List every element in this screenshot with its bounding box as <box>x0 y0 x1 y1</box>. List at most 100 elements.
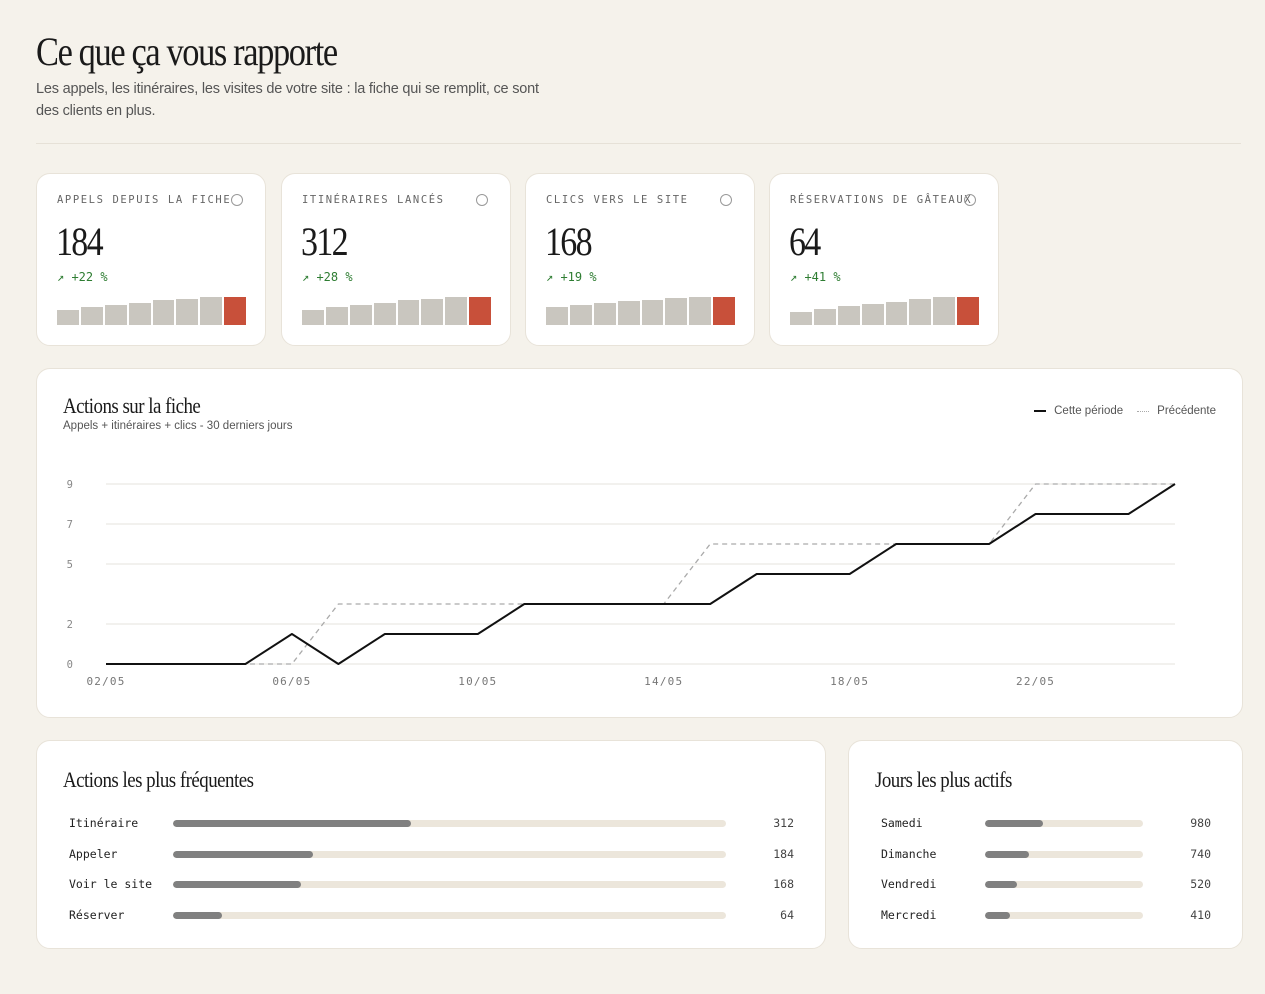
kpi-spark-bar <box>790 311 812 325</box>
row-value: 184 <box>773 846 794 861</box>
kpi-spark-bar <box>933 297 956 325</box>
row-track <box>173 911 726 919</box>
line-chart: 0 2 5 7 9 02/05 06/05 10/05 14/05 18/05 22/05 <box>67 479 1176 688</box>
chart-subtitle: Appels + itinéraires + clics - 30 dernie… <box>63 420 293 432</box>
row-label: Mercredi <box>881 907 937 922</box>
row-value: 64 <box>780 907 794 922</box>
chart-title: Actions sur la fiche <box>63 393 201 418</box>
kpi-delta: ↗ +28 % <box>302 270 353 284</box>
frequent-actions-card: Actions les plus fréquentes Itinéraire 31… <box>36 740 826 949</box>
row-label: Voir le site <box>69 877 153 891</box>
kpi-spark-bar <box>57 310 79 325</box>
row-label: Réserver <box>69 907 125 922</box>
kpi-spark-bar <box>445 297 468 325</box>
row-value: 168 <box>773 877 794 891</box>
kpi-delta: ↗ +19 % <box>546 270 597 284</box>
legend-previous: Précédente <box>1157 405 1216 417</box>
kpi-spark-bar <box>176 298 199 325</box>
kpi-spark-bar <box>641 299 664 325</box>
header-divider <box>36 143 1241 144</box>
series-line-current <box>106 483 1176 665</box>
kpi-card-directions[interactable]: ITINÉRAIRES LANCÉS 312 ↗ +28 % <box>281 173 511 346</box>
kpi-spark-bar <box>397 300 420 325</box>
row-track <box>985 911 1143 919</box>
kpi-spark-bar <box>152 300 175 325</box>
kpi-label: CLICS VERS LE SITE <box>546 194 689 206</box>
row-track <box>985 850 1143 858</box>
kpi-spark-bar <box>837 306 860 325</box>
frequent-actions-title: Actions les plus fréquentes <box>63 767 254 792</box>
active-days-title: Jours les plus actifs <box>875 767 1012 792</box>
kpi-spark-bar <box>373 302 396 325</box>
kpi-spark-bar <box>469 296 491 325</box>
row-value: 740 <box>1190 846 1211 861</box>
y-tick-label: 9 <box>67 479 73 491</box>
chart-legend: Cette période Précédente <box>1034 405 1216 417</box>
row-fill <box>173 850 313 858</box>
kpi-spark-bar <box>569 304 592 325</box>
kpi-value: 64 <box>789 219 821 264</box>
info-icon[interactable] <box>231 194 243 206</box>
kpi-spark-bar <box>224 296 246 325</box>
info-icon[interactable] <box>964 194 976 206</box>
kpi-delta: ↗ +41 % <box>790 270 841 284</box>
row-track <box>173 820 726 827</box>
kpi-sparkbars <box>57 295 246 325</box>
row-track <box>985 820 1143 827</box>
kpi-value: 312 <box>301 219 349 264</box>
row-fill <box>985 850 1030 858</box>
x-tick-label: 14/05 <box>644 675 683 688</box>
kpi-spark-bar <box>665 298 688 325</box>
x-tick-label: 10/05 <box>458 675 497 688</box>
row-label: Itinéraire <box>69 816 139 830</box>
kpi-spark-bar <box>302 310 324 325</box>
x-tick-label: 02/05 <box>86 675 125 688</box>
row-fill <box>985 881 1017 888</box>
row-fill <box>173 820 411 827</box>
kpi-card-cake-bookings[interactable]: RÉSERVATIONS DE GÂTEAUX 64 ↗ +41 % <box>769 173 999 346</box>
kpi-card-calls[interactable]: APPELS DEPUIS LA FICHE 184 ↗ +22 % <box>36 173 266 346</box>
row-label: Dimanche <box>881 846 937 861</box>
page-title: Ce que ça vous rapporte <box>36 29 338 74</box>
legend-dashed-swatch <box>1137 410 1150 412</box>
info-icon[interactable] <box>720 194 732 206</box>
y-tick-label: 2 <box>67 619 73 631</box>
kpi-label: APPELS DEPUIS LA FICHE <box>57 194 232 206</box>
kpi-spark-bar <box>909 299 932 325</box>
kpi-card-site-clicks[interactable]: CLICS VERS LE SITE 168 ↗ +19 % <box>525 173 755 346</box>
kpi-spark-bar <box>421 298 444 325</box>
row-value: 520 <box>1190 877 1211 891</box>
y-tick-label: 5 <box>67 559 73 571</box>
row-value: 410 <box>1190 907 1211 922</box>
row-value: 980 <box>1190 816 1211 830</box>
row-track <box>173 850 726 858</box>
legend-current: Cette période <box>1054 405 1124 417</box>
row-fill <box>173 911 222 919</box>
kpi-sparkbars <box>302 295 491 325</box>
kpi-spark-bar <box>813 309 836 325</box>
info-icon[interactable] <box>476 194 488 206</box>
actions-chart-card: Actions sur la fiche Appels + itinéraire… <box>36 368 1243 718</box>
row-fill <box>173 881 301 888</box>
y-tick-label: 7 <box>67 519 73 531</box>
kpi-value: 184 <box>56 219 104 264</box>
kpi-spark-bar <box>349 304 372 325</box>
kpi-spark-bar <box>80 307 103 325</box>
kpi-spark-bar <box>689 296 712 325</box>
kpi-spark-bar <box>861 304 884 325</box>
row-track <box>985 881 1143 888</box>
kpi-spark-bar <box>713 296 735 325</box>
kpi-spark-bar <box>546 307 568 325</box>
kpi-spark-bar <box>957 296 979 325</box>
page-subtitle: Les appels, les itinéraires, les visites… <box>36 81 539 119</box>
active-days-card: Jours les plus actifs Samedi 980 Dimanche 7… <box>848 740 1243 949</box>
row-fill <box>985 911 1011 919</box>
kpi-spark-bar <box>104 304 127 325</box>
row-value: 312 <box>773 816 794 830</box>
y-tick-label: 0 <box>67 659 73 671</box>
kpi-spark-bar <box>200 297 223 325</box>
x-tick-label: 18/05 <box>830 675 869 688</box>
x-tick-label: 22/05 <box>1016 675 1055 688</box>
row-label: Vendredi <box>881 877 937 891</box>
row-label: Samedi <box>881 816 923 830</box>
